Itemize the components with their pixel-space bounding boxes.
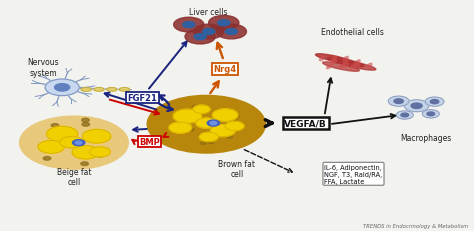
Ellipse shape [328,58,364,67]
Circle shape [422,110,439,119]
Ellipse shape [350,65,356,69]
Circle shape [394,100,403,104]
Circle shape [173,18,204,33]
Circle shape [72,146,100,159]
Circle shape [226,129,231,132]
Circle shape [193,25,224,40]
Circle shape [218,21,230,27]
Circle shape [173,110,201,124]
Circle shape [199,133,218,142]
Circle shape [46,127,78,142]
Circle shape [430,100,439,104]
Circle shape [227,126,232,129]
Circle shape [81,162,88,166]
Circle shape [212,109,238,122]
Circle shape [174,116,180,119]
Circle shape [234,115,240,118]
Circle shape [201,142,206,145]
Text: TRENDS in Endocrinology & Metabolism: TRENDS in Endocrinology & Metabolism [364,223,469,228]
Circle shape [172,124,178,127]
Circle shape [216,25,246,40]
Circle shape [427,112,435,116]
Circle shape [185,30,215,45]
Ellipse shape [331,61,337,65]
Ellipse shape [343,61,348,65]
Circle shape [225,29,237,35]
Circle shape [90,147,110,157]
Circle shape [82,119,89,122]
Circle shape [231,118,237,121]
Ellipse shape [355,61,360,65]
Circle shape [193,106,210,114]
Circle shape [202,29,215,35]
Circle shape [404,100,429,112]
Ellipse shape [338,65,344,69]
Text: Endothelial cells: Endothelial cells [321,28,384,37]
Ellipse shape [339,61,376,71]
Circle shape [208,141,214,144]
Text: Nrg4: Nrg4 [214,65,237,74]
Ellipse shape [355,64,360,68]
Ellipse shape [323,63,359,72]
Circle shape [401,114,409,117]
Ellipse shape [367,64,372,68]
Circle shape [225,122,244,131]
Circle shape [55,84,70,92]
Circle shape [45,80,79,96]
Circle shape [216,110,221,113]
Text: Macrophages: Macrophages [401,134,452,143]
Text: Nervous
system: Nervous system [27,58,59,77]
Circle shape [226,112,231,114]
Circle shape [82,130,111,143]
Circle shape [210,125,235,137]
Text: BMP: BMP [139,137,160,146]
Ellipse shape [343,57,348,61]
Circle shape [227,136,233,139]
Circle shape [82,123,90,127]
Circle shape [172,125,177,128]
Ellipse shape [81,88,91,92]
Circle shape [60,137,83,148]
Circle shape [96,154,104,158]
Circle shape [189,129,194,131]
Circle shape [169,123,191,134]
Circle shape [182,22,195,28]
Ellipse shape [343,64,348,68]
Circle shape [210,122,217,125]
Text: VEGFA/B: VEGFA/B [284,119,327,128]
Text: Liver cells: Liver cells [190,8,228,17]
Circle shape [19,117,128,170]
Circle shape [180,116,186,119]
Circle shape [388,97,409,107]
Circle shape [209,16,239,31]
Circle shape [411,104,422,109]
Circle shape [51,124,59,128]
Circle shape [199,135,204,137]
Text: Beige fat
cell: Beige fat cell [57,167,91,187]
Ellipse shape [119,88,130,92]
Circle shape [425,97,444,107]
Circle shape [75,141,82,145]
Ellipse shape [107,88,117,92]
Text: Brown fat
cell: Brown fat cell [219,159,255,178]
Circle shape [207,121,219,127]
Circle shape [396,111,413,120]
Circle shape [38,141,64,154]
Ellipse shape [316,55,352,64]
Circle shape [43,157,51,161]
Circle shape [73,140,85,146]
Ellipse shape [327,65,332,69]
Circle shape [192,106,198,108]
Circle shape [201,136,207,139]
Circle shape [196,119,217,129]
Text: IL-6, Adiponectin,
NGF, T3, Rald/RA,
FFA, Lactate: IL-6, Adiponectin, NGF, T3, Rald/RA, FFA… [324,164,383,184]
Ellipse shape [319,57,325,61]
Text: FGF21: FGF21 [128,94,157,103]
Ellipse shape [94,88,104,92]
Ellipse shape [331,57,337,61]
Circle shape [147,96,265,153]
Circle shape [194,34,206,40]
